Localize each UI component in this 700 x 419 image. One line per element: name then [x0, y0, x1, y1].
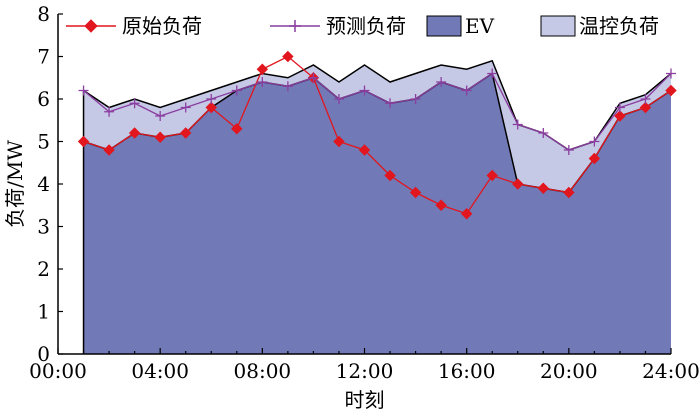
- marker-原始负荷: [154, 131, 166, 143]
- y-tick-label: 4: [37, 172, 50, 196]
- marker-预测负荷: [333, 94, 344, 104]
- y-axis-title: 负荷/MW: [3, 140, 27, 228]
- marker-原始负荷: [639, 101, 652, 114]
- marker-原始负荷: [435, 199, 447, 211]
- marker-原始负荷: [77, 135, 90, 148]
- marker-预测负荷: [308, 72, 319, 83]
- legend-label: 温控负荷: [579, 14, 659, 38]
- marker-原始负荷: [486, 169, 498, 182]
- marker-原始负荷: [460, 208, 473, 220]
- y-tick-label: 7: [37, 45, 50, 69]
- marker-预测负荷: [666, 68, 676, 79]
- area-layer: [82, 59, 672, 354]
- marker-原始负荷: [256, 63, 269, 75]
- marker-预测负荷: [155, 111, 166, 121]
- line-layer: [77, 50, 677, 220]
- area-EV: [83, 73, 671, 354]
- marker-预测负荷: [104, 106, 115, 117]
- marker-原始负荷: [103, 144, 115, 156]
- marker-预测负荷: [282, 81, 293, 92]
- legend-item-温控负荷: 温控负荷: [540, 14, 659, 38]
- marker-预测负荷: [257, 77, 268, 87]
- x-tick-label: 16:00: [438, 359, 496, 383]
- marker-原始负荷: [537, 182, 549, 194]
- marker-预测负荷: [563, 145, 574, 155]
- x-tick-label: 24:00: [642, 359, 700, 383]
- legend-swatch: [540, 15, 576, 37]
- marker-预测负荷: [436, 77, 447, 87]
- x-tick-label: 20:00: [540, 359, 598, 383]
- marker-预测负荷: [410, 94, 421, 104]
- y-tick-label: 2: [37, 257, 50, 281]
- marker-预测负荷: [614, 102, 625, 113]
- marker-预测负荷: [589, 136, 600, 147]
- legend-label: EV: [465, 14, 495, 38]
- marker-预测负荷: [359, 85, 370, 96]
- marker-预测负荷: [487, 68, 498, 79]
- x-axis-title: 时刻: [345, 388, 385, 412]
- line-预测负荷: [83, 72, 672, 151]
- y-tick-label: 6: [37, 87, 50, 111]
- marker-原始负荷: [180, 127, 192, 139]
- marker-原始负荷: [231, 123, 243, 135]
- legend-item-原始负荷: 原始负荷: [66, 14, 202, 38]
- y-tick-label: 5: [37, 130, 50, 154]
- legend-swatch: [426, 15, 462, 37]
- marker-预测负荷: [640, 94, 651, 104]
- x-tick-label: 04:00: [131, 359, 189, 383]
- x-tick-label: 00:00: [29, 359, 87, 383]
- legend: 原始负荷 预测负荷 EV 温控负荷: [66, 14, 659, 38]
- marker-原始负荷: [563, 186, 575, 199]
- marker-预测负荷: [461, 85, 472, 96]
- legend-plus-icon: [289, 20, 301, 32]
- marker-原始负荷: [333, 135, 345, 148]
- marker-原始负荷: [588, 152, 601, 165]
- legend-label: 原始负荷: [122, 14, 202, 38]
- marker-预测负荷: [206, 94, 217, 104]
- marker-原始负荷: [128, 127, 141, 139]
- axes-layer: 0 1 2 3 4 5 6 7 8 00:00 04:00 08:00 12:00 16:00 20:00 2…: [29, 2, 700, 383]
- marker-原始负荷: [665, 84, 677, 97]
- marker-原始负荷: [512, 178, 524, 190]
- marker-预测负荷: [512, 119, 523, 130]
- legend-label: 预测负荷: [326, 14, 406, 38]
- marker-预测负荷: [78, 85, 89, 96]
- y-tick-label: 1: [37, 300, 50, 324]
- x-tick-label: 12:00: [336, 359, 394, 383]
- legend-item-EV: EV: [426, 14, 495, 38]
- marker-原始负荷: [614, 110, 626, 122]
- marker-原始负荷: [384, 169, 396, 182]
- legend-item-预测负荷: 预测负荷: [270, 14, 406, 38]
- marker-预测负荷: [180, 102, 191, 113]
- y-tick-label: 8: [37, 2, 50, 26]
- marker-原始负荷: [358, 144, 371, 156]
- marker-原始负荷: [205, 101, 217, 114]
- marker-预测负荷: [385, 98, 396, 109]
- legend-diamond-icon: [84, 19, 98, 33]
- marker-预测负荷: [129, 98, 140, 109]
- x-tick-label: 08:00: [234, 359, 292, 383]
- y-tick-label: 0: [37, 342, 50, 366]
- marker-原始负荷: [409, 186, 422, 199]
- marker-预测负荷: [538, 128, 549, 138]
- marker-预测负荷: [231, 85, 242, 96]
- y-tick-label: 3: [37, 215, 50, 239]
- marker-原始负荷: [282, 50, 294, 63]
